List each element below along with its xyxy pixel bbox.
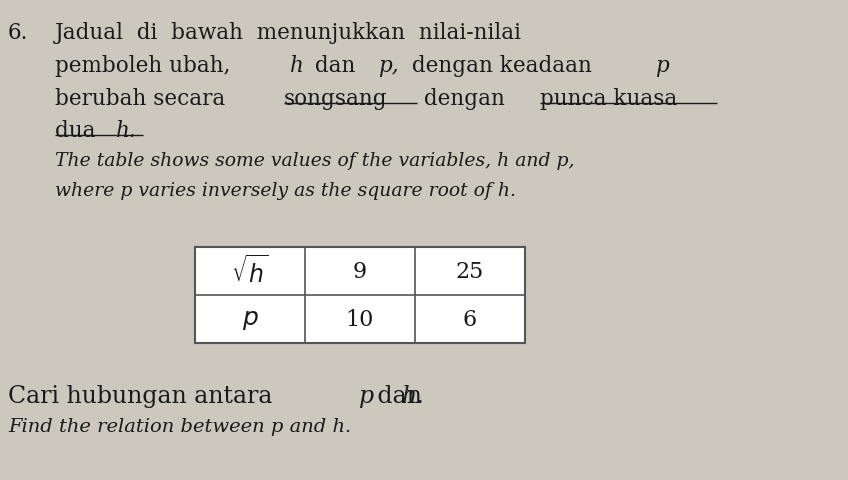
Text: Cari hubungan antara: Cari hubungan antara — [8, 384, 280, 407]
Bar — [195, 248, 525, 343]
Text: $\sqrt{h}$: $\sqrt{h}$ — [232, 255, 269, 288]
Text: 6.: 6. — [8, 22, 28, 44]
Text: 9: 9 — [353, 261, 367, 282]
Text: songsang: songsang — [283, 88, 388, 110]
Text: punca kuasa: punca kuasa — [539, 88, 677, 110]
Text: 6: 6 — [463, 308, 477, 330]
Text: h.: h. — [402, 384, 425, 407]
Text: p: p — [359, 384, 374, 407]
Text: dengan: dengan — [417, 88, 512, 110]
Text: berubah secara: berubah secara — [55, 88, 232, 110]
Text: dua: dua — [55, 120, 103, 142]
Text: dengan keadaan: dengan keadaan — [404, 55, 599, 77]
Text: where p varies inversely as the square root of h.: where p varies inversely as the square r… — [55, 181, 516, 200]
Text: Find the relation between p and h.: Find the relation between p and h. — [8, 417, 351, 435]
Text: Cari hubungan antara: Cari hubungan antara — [8, 384, 280, 407]
Text: dan: dan — [308, 55, 362, 77]
Text: pemboleh ubah,: pemboleh ubah, — [55, 55, 237, 77]
Text: p: p — [655, 55, 668, 77]
Text: 10: 10 — [346, 308, 374, 330]
Text: p,: p, — [378, 55, 399, 77]
Text: 25: 25 — [456, 261, 484, 282]
Text: The table shows some values of the variables, h and p,: The table shows some values of the varia… — [55, 152, 574, 169]
Text: $p$: $p$ — [242, 307, 259, 331]
Text: h: h — [290, 55, 304, 77]
Text: Jadual  di  bawah  menunjukkan  nilai-nilai: Jadual di bawah menunjukkan nilai-nilai — [55, 22, 522, 44]
Text: dan: dan — [370, 384, 429, 407]
Text: h.: h. — [116, 120, 137, 142]
